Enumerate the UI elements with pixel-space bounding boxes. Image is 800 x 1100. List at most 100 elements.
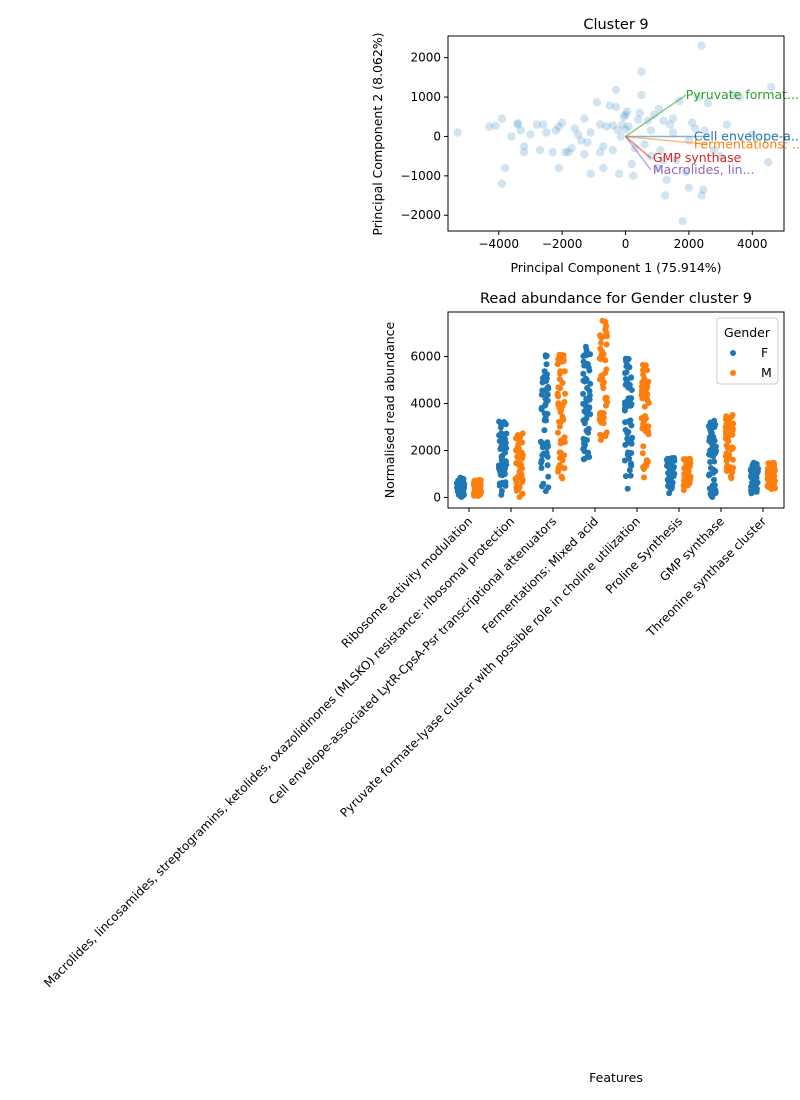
strip-point-f [706,434,713,441]
strip-point-f [711,458,718,465]
strip-point-f [622,473,629,480]
pca-point [538,120,548,129]
strip-point-m [729,445,736,452]
strip-point-f [586,367,593,374]
strip-point-m [555,384,562,391]
pca-y-axis-label: Principal Component 2 (8.062%) [370,32,385,235]
strip-point-m [603,394,610,401]
pca-point [519,142,529,151]
strip-point-m [683,466,690,472]
strip-point-m [556,423,563,430]
strip-point-f [587,380,594,387]
pca-point [567,144,576,153]
pca-point [497,114,507,123]
strip-point-f [542,402,548,409]
pca-point [500,163,510,173]
pca-points [453,41,776,226]
pca-point [659,116,668,125]
strip-point-m [519,430,526,437]
legend-box [716,317,779,385]
strip-point-f [539,444,546,451]
pca-point [532,120,541,129]
loading-vector-label: GMP synthase [653,150,742,165]
strip-point-m [603,366,610,373]
strip-point-m [640,421,647,428]
pca-point [635,108,644,118]
strip-point-f [583,437,590,443]
strip-point-f [496,432,503,439]
strip-point-f [622,441,629,448]
strip-point-f [665,456,672,463]
pca-point [519,148,529,157]
legend-title: Gender [724,325,771,340]
pca-point [586,169,595,179]
strip-point-m [729,412,736,418]
legend-label-f: F [761,345,768,360]
strip-point-m [559,379,566,386]
strip-point-f [582,375,589,382]
strip-point-m [764,475,771,482]
strip-point-f [628,460,634,467]
strip-point-m [513,487,520,494]
strip-point-m [561,368,568,375]
pca-point [611,102,621,112]
pca-point [453,128,462,137]
strip-point-f [541,427,548,434]
pca-point [580,114,589,123]
strip-point-f [496,468,503,475]
pca-point [583,138,592,147]
strip-x-tick-label: Pyruvate formate-lyase cluster with poss… [337,514,643,820]
strip-point-m [722,453,729,460]
strip-point-f [457,474,464,481]
strip-points [453,317,779,500]
pca-point [554,163,564,173]
strip-point-m [598,339,604,346]
pca-point [551,126,560,135]
strip-point-f [711,437,718,444]
strip-point-f [460,492,467,498]
strip-point-m [640,371,647,378]
strip-point-f [667,475,673,482]
strip-point-f [622,376,629,382]
strip-point-m [555,393,562,400]
pca-point [513,120,522,129]
pca-point [678,217,687,226]
pca-point [615,169,624,179]
pca-point [570,124,579,133]
strip-x-axis-label: Features [589,1070,643,1085]
strip-plot-frame [447,311,785,509]
strip-point-f [628,395,635,402]
strip-point-m [555,429,561,436]
pca-point [699,185,708,194]
strip-point-f [544,385,551,392]
pca-point [542,128,551,137]
pca-point [662,175,671,184]
strip-point-m [680,487,687,494]
strip-point-f [668,485,675,492]
pca-point [668,128,678,137]
strip-point-f [624,430,631,437]
pca-x-tick-label: −4000 [478,237,519,251]
strip-point-m [767,471,774,477]
strip-point-m [729,420,736,427]
strip-point-m [560,416,567,423]
legend-marker-m [730,370,736,376]
strip-point-f [583,346,590,353]
pca-point [622,107,632,116]
pca-point [684,183,694,192]
strip-point-m [559,475,566,482]
pca-point [576,136,586,145]
strip-point-m [519,439,526,446]
pca-y-tick-label: −1000 [400,169,441,183]
strip-chart: Read abundance for Gender cluster 9 0 200… [41,291,785,1085]
pca-point [697,191,706,200]
strip-point-m [597,437,604,443]
strip-point-m [518,461,525,468]
strip-point-f [540,375,547,382]
pca-point [634,115,643,124]
legend: Gender F M [716,317,779,385]
strip-point-m [599,333,606,340]
pca-point [697,41,706,50]
strip-point-f [751,485,758,492]
pca-chart: Cluster 9 Pyruvate format... Cell envelop… [370,17,800,275]
